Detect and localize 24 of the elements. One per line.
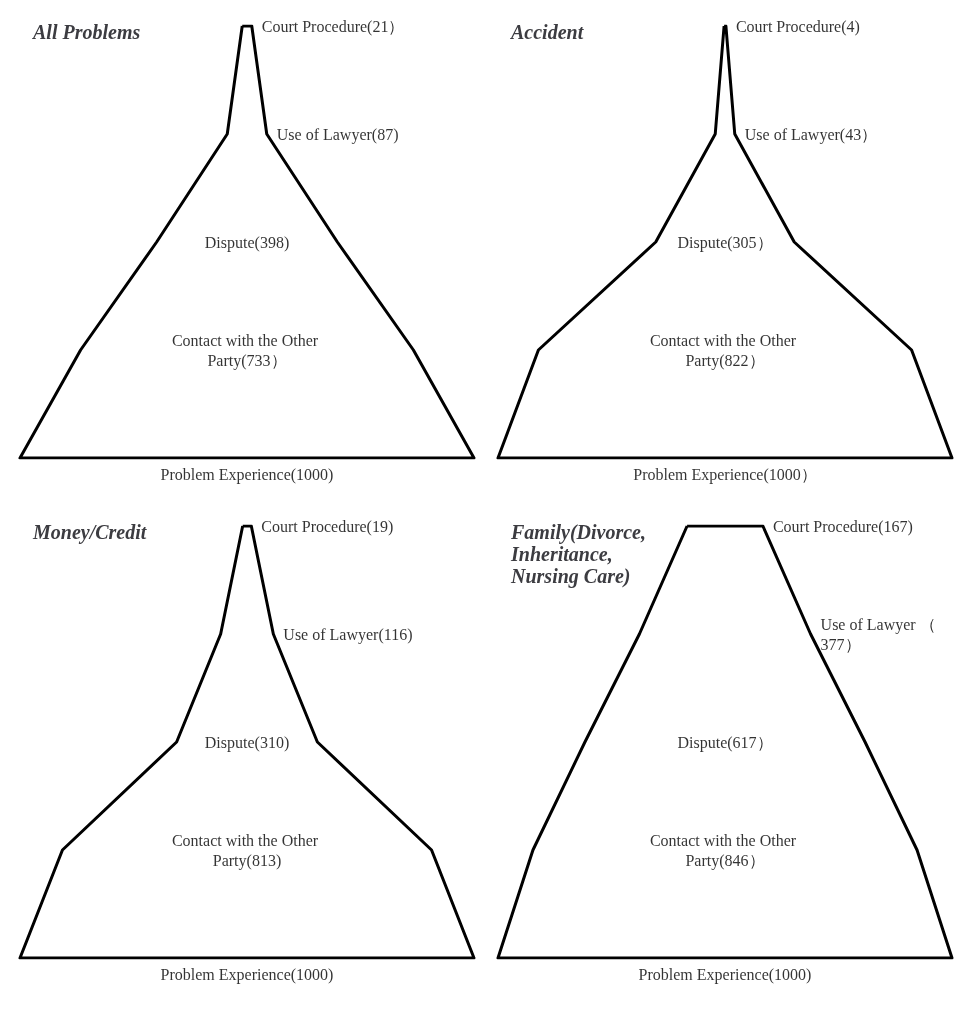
data-label: Contact with the Other Party(813) [171, 831, 323, 870]
data-label: Use of Lawyer （377） [820, 615, 936, 653]
data-label: Use of Lawyer(116) [283, 625, 413, 644]
data-label: Problem Experience(1000) [160, 465, 334, 484]
data-label: Court Procedure(21） [261, 17, 405, 36]
data-label: Dispute(310) [204, 733, 290, 752]
data-label: Court Procedure(19) [261, 517, 394, 536]
data-label: Contact with the Other Party(846） [649, 831, 801, 870]
data-label: Dispute(305） [677, 233, 773, 252]
data-label: Dispute(398) [204, 233, 290, 252]
data-label: Problem Experience(1000) [160, 965, 334, 984]
data-label: Court Procedure(4) [735, 17, 860, 36]
data-label: Use of Lawyer(43） [744, 125, 878, 144]
data-label: Contact with the Other Party(733） [171, 331, 323, 370]
text: Money/Credit [32, 521, 148, 544]
data-label: Problem Experience(1000) [638, 965, 812, 984]
data-label: Use of Lawyer(87) [276, 125, 399, 144]
data-label: Problem Experience(1000） [633, 465, 817, 484]
text: All Problems [31, 21, 141, 43]
data-label: Court Procedure(167) [772, 517, 913, 536]
text: Family(Divorce, Inheritance, Nursing Care) [510, 521, 651, 588]
text: Accident [509, 21, 585, 43]
data-label: Contact with the Other Party(822） [649, 331, 801, 370]
data-label: Dispute(617） [677, 733, 773, 752]
